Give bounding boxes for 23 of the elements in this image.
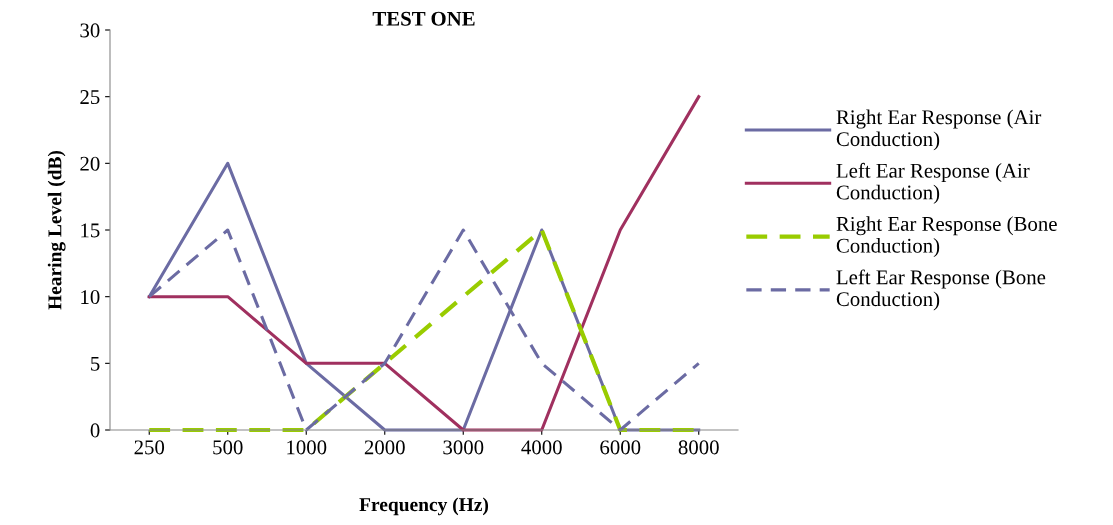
x-tick-label: 6000 xyxy=(600,440,641,455)
x-tick-label: 8000 xyxy=(678,440,719,455)
legend-label: Right Ear Response (Air Conduction) xyxy=(836,109,1042,151)
y-tick-label: 30 xyxy=(80,23,100,38)
y-tick-label: 0 xyxy=(90,423,100,438)
chart-title: TEST ONE xyxy=(372,11,475,26)
x-axis-title: Frequency (Hz) xyxy=(359,497,489,516)
x-tick-label: 500 xyxy=(213,440,243,455)
y-tick-label: 10 xyxy=(81,290,100,305)
legend-label: Right Ear Response (Bone Conduction) xyxy=(836,216,1057,257)
x-tick-label: 250 xyxy=(134,440,165,455)
y-tick-label: 25 xyxy=(80,90,100,105)
y-tick-label: 5 xyxy=(91,356,100,371)
y-tick-label: 15 xyxy=(81,223,100,238)
legend-label: Left Ear Response (Bone Conduction) xyxy=(836,269,1046,311)
line-series xyxy=(147,95,701,432)
x-tick-label: 3000 xyxy=(443,440,484,455)
x-tick-label: 2000 xyxy=(364,440,405,455)
y-tick-label: 20 xyxy=(80,156,100,171)
x-tick-label: 1000 xyxy=(287,440,327,455)
x-tick-label: 4000 xyxy=(521,440,562,455)
legend-label: Left Ear Response (Air Conduction) xyxy=(836,162,1030,204)
y-axis-title: Hearing Level (dB) xyxy=(47,150,66,310)
